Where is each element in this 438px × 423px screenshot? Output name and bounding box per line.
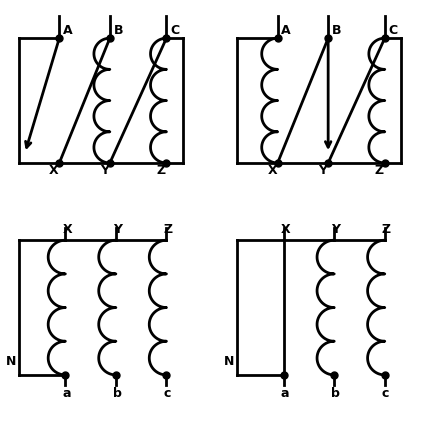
Text: b: b (331, 387, 340, 400)
Text: Y: Y (100, 164, 109, 177)
Text: a: a (281, 387, 289, 400)
Text: N: N (6, 355, 16, 368)
Text: C: C (170, 24, 179, 37)
Text: B: B (332, 24, 341, 37)
Text: Z: Z (163, 223, 173, 236)
Text: B: B (113, 24, 123, 37)
Text: Y: Y (113, 223, 122, 236)
Text: Z: Z (382, 223, 391, 236)
Text: Z: Z (156, 164, 166, 177)
Text: A: A (63, 24, 73, 37)
Text: X: X (49, 164, 59, 177)
Text: a: a (62, 387, 71, 400)
Text: X: X (268, 164, 277, 177)
Text: Y: Y (331, 223, 340, 236)
Text: X: X (62, 223, 72, 236)
Text: c: c (382, 387, 389, 400)
Text: A: A (281, 24, 291, 37)
Text: Z: Z (374, 164, 384, 177)
Text: c: c (163, 387, 171, 400)
Text: N: N (224, 355, 234, 368)
Text: X: X (281, 223, 290, 236)
Text: Y: Y (318, 164, 327, 177)
Text: C: C (389, 24, 398, 37)
Text: b: b (113, 387, 122, 400)
